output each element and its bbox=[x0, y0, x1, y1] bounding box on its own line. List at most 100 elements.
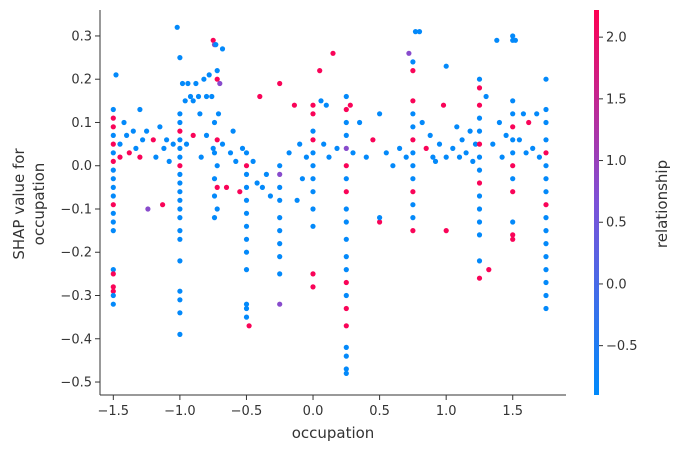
data-point bbox=[317, 68, 323, 74]
data-point bbox=[157, 124, 163, 130]
data-point bbox=[419, 119, 425, 126]
data-point bbox=[203, 132, 210, 138]
data-point bbox=[343, 323, 349, 329]
data-point bbox=[177, 137, 183, 143]
data-point bbox=[410, 163, 416, 169]
data-point bbox=[214, 76, 220, 82]
data-point bbox=[516, 137, 523, 143]
data-point bbox=[177, 297, 183, 303]
data-point bbox=[543, 228, 549, 234]
data-point bbox=[257, 93, 263, 100]
data-point bbox=[243, 163, 250, 169]
data-point bbox=[177, 163, 183, 169]
data-point bbox=[436, 141, 443, 147]
data-point bbox=[110, 184, 116, 190]
data-point bbox=[543, 254, 549, 260]
data-point bbox=[432, 158, 439, 164]
data-point bbox=[310, 102, 316, 108]
data-point bbox=[254, 180, 260, 186]
data-point bbox=[412, 29, 419, 35]
data-point bbox=[185, 80, 191, 87]
data-point bbox=[416, 29, 423, 35]
data-point bbox=[321, 141, 327, 147]
data-point bbox=[543, 76, 549, 82]
data-point bbox=[520, 111, 527, 117]
data-point bbox=[397, 145, 403, 151]
data-point bbox=[243, 184, 250, 190]
data-point bbox=[110, 150, 116, 156]
data-point bbox=[476, 154, 483, 160]
data-point bbox=[243, 150, 250, 156]
data-point bbox=[160, 202, 166, 208]
data-point bbox=[310, 189, 316, 195]
data-point bbox=[277, 215, 283, 221]
data-point bbox=[510, 137, 516, 143]
data-point bbox=[177, 119, 183, 126]
data-point bbox=[510, 163, 516, 169]
data-point bbox=[443, 154, 449, 160]
data-point bbox=[326, 154, 332, 160]
data-point bbox=[177, 331, 183, 337]
data-point bbox=[137, 106, 143, 113]
data-point bbox=[177, 236, 183, 242]
data-point bbox=[277, 241, 283, 247]
data-point bbox=[310, 150, 316, 156]
data-point bbox=[110, 141, 116, 147]
data-point bbox=[110, 219, 116, 225]
data-point bbox=[211, 176, 218, 182]
data-point bbox=[177, 206, 183, 212]
x-axis-ticks: −1.5 −1.0 −0.5 0.0 0.5 1.0 1.5 bbox=[98, 395, 523, 419]
data-point bbox=[510, 33, 516, 39]
data-point bbox=[476, 232, 483, 238]
data-point bbox=[277, 271, 283, 277]
y-tick-label: −0.3 bbox=[60, 289, 92, 304]
y-tick-label: 0.2 bbox=[71, 73, 92, 88]
data-point bbox=[110, 132, 116, 138]
data-point bbox=[310, 284, 316, 290]
data-point bbox=[543, 119, 549, 126]
data-point bbox=[153, 154, 159, 160]
data-point bbox=[343, 219, 349, 225]
data-point bbox=[203, 93, 210, 100]
data-point bbox=[427, 132, 433, 138]
data-point bbox=[177, 258, 183, 264]
data-point bbox=[179, 80, 186, 87]
x-tick-label: 0.5 bbox=[369, 404, 390, 419]
data-point bbox=[454, 124, 460, 130]
data-point bbox=[177, 111, 183, 117]
data-point bbox=[543, 176, 549, 182]
data-point bbox=[144, 128, 150, 134]
data-point bbox=[243, 249, 250, 255]
data-point bbox=[410, 124, 416, 130]
data-point bbox=[177, 180, 183, 186]
data-point bbox=[410, 215, 416, 221]
x-tick-label: −1.5 bbox=[98, 404, 130, 419]
data-point bbox=[213, 42, 219, 48]
x-axis-title: occupation bbox=[292, 424, 375, 442]
data-point bbox=[243, 267, 250, 273]
data-point bbox=[263, 171, 269, 177]
data-point bbox=[543, 137, 549, 143]
data-point bbox=[277, 171, 283, 177]
data-point bbox=[363, 154, 369, 160]
data-point bbox=[121, 119, 127, 126]
data-point bbox=[310, 271, 316, 277]
data-point bbox=[299, 176, 305, 182]
data-point bbox=[410, 150, 416, 156]
data-point bbox=[330, 50, 336, 56]
data-point bbox=[476, 206, 483, 212]
data-point bbox=[190, 132, 196, 138]
data-point bbox=[343, 145, 349, 151]
data-point bbox=[177, 228, 183, 234]
data-point bbox=[243, 197, 250, 203]
data-point bbox=[343, 344, 349, 350]
data-point bbox=[343, 132, 349, 138]
data-point bbox=[110, 210, 116, 216]
data-point bbox=[410, 111, 416, 117]
data-point bbox=[140, 137, 146, 143]
data-point bbox=[443, 63, 449, 69]
data-point bbox=[177, 55, 183, 61]
colorbar bbox=[594, 10, 599, 395]
data-point bbox=[510, 232, 516, 238]
data-point bbox=[190, 98, 196, 104]
